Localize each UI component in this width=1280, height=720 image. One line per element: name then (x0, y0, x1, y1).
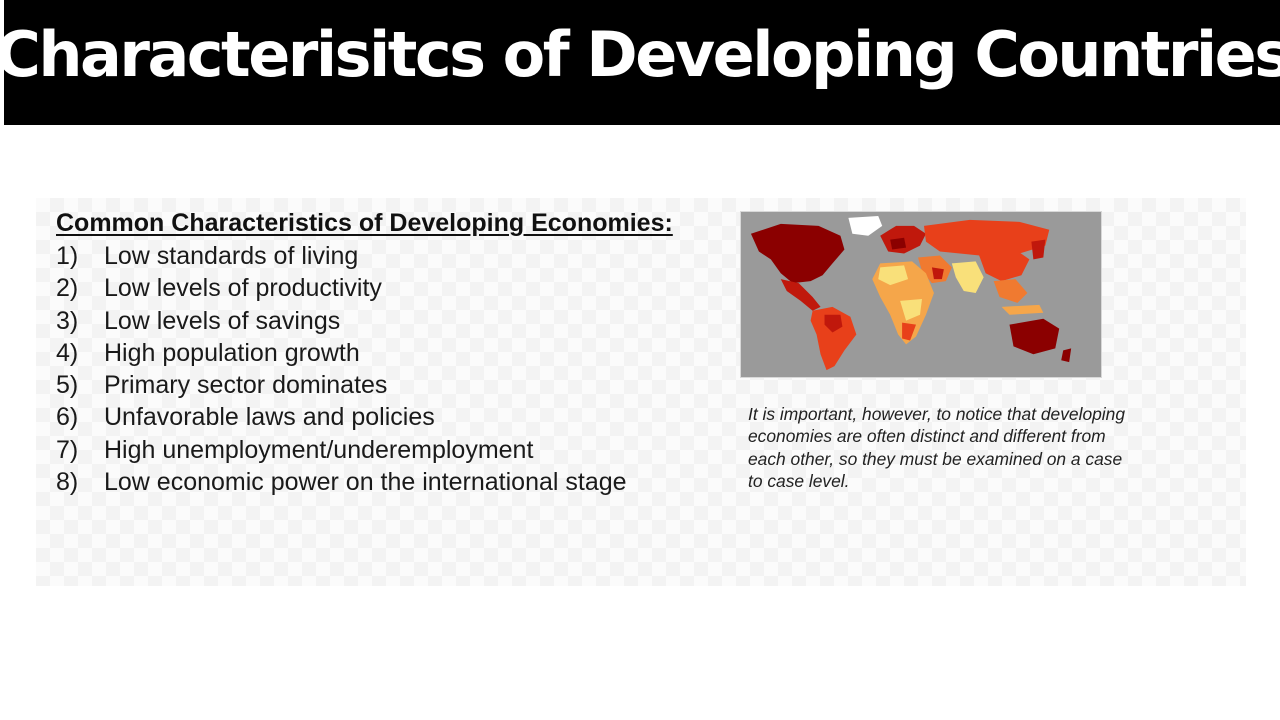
list-item: 2) Low levels of productivity (56, 274, 382, 303)
world-map-svg (741, 212, 1101, 377)
list-item: 1) Low standards of living (56, 242, 359, 270)
list-item: 4) High population growth (56, 338, 360, 367)
list-item: 3) Low levels of savings (56, 306, 341, 335)
characteristics-list: 1) Low standards of living 2) Low levels o… (56, 240, 627, 498)
list-item: 5) Primary sector dominates (56, 371, 388, 400)
list-item: 7) High unemployment/underemployment (56, 435, 534, 464)
title-banner: Characterisitcs of Developing Countries (0, 0, 1280, 125)
page-title: Characterisitcs of Developing Countries (0, 18, 1280, 91)
list-heading: Common Characteristics of Developing Eco… (56, 209, 673, 237)
note-text: It is important, however, to notice that… (748, 404, 1126, 491)
list-item: 8) Low economic power on the internationa… (56, 468, 627, 497)
world-map-icon (740, 211, 1102, 378)
list-item: 6) Unfavorable laws and policies (56, 403, 435, 432)
